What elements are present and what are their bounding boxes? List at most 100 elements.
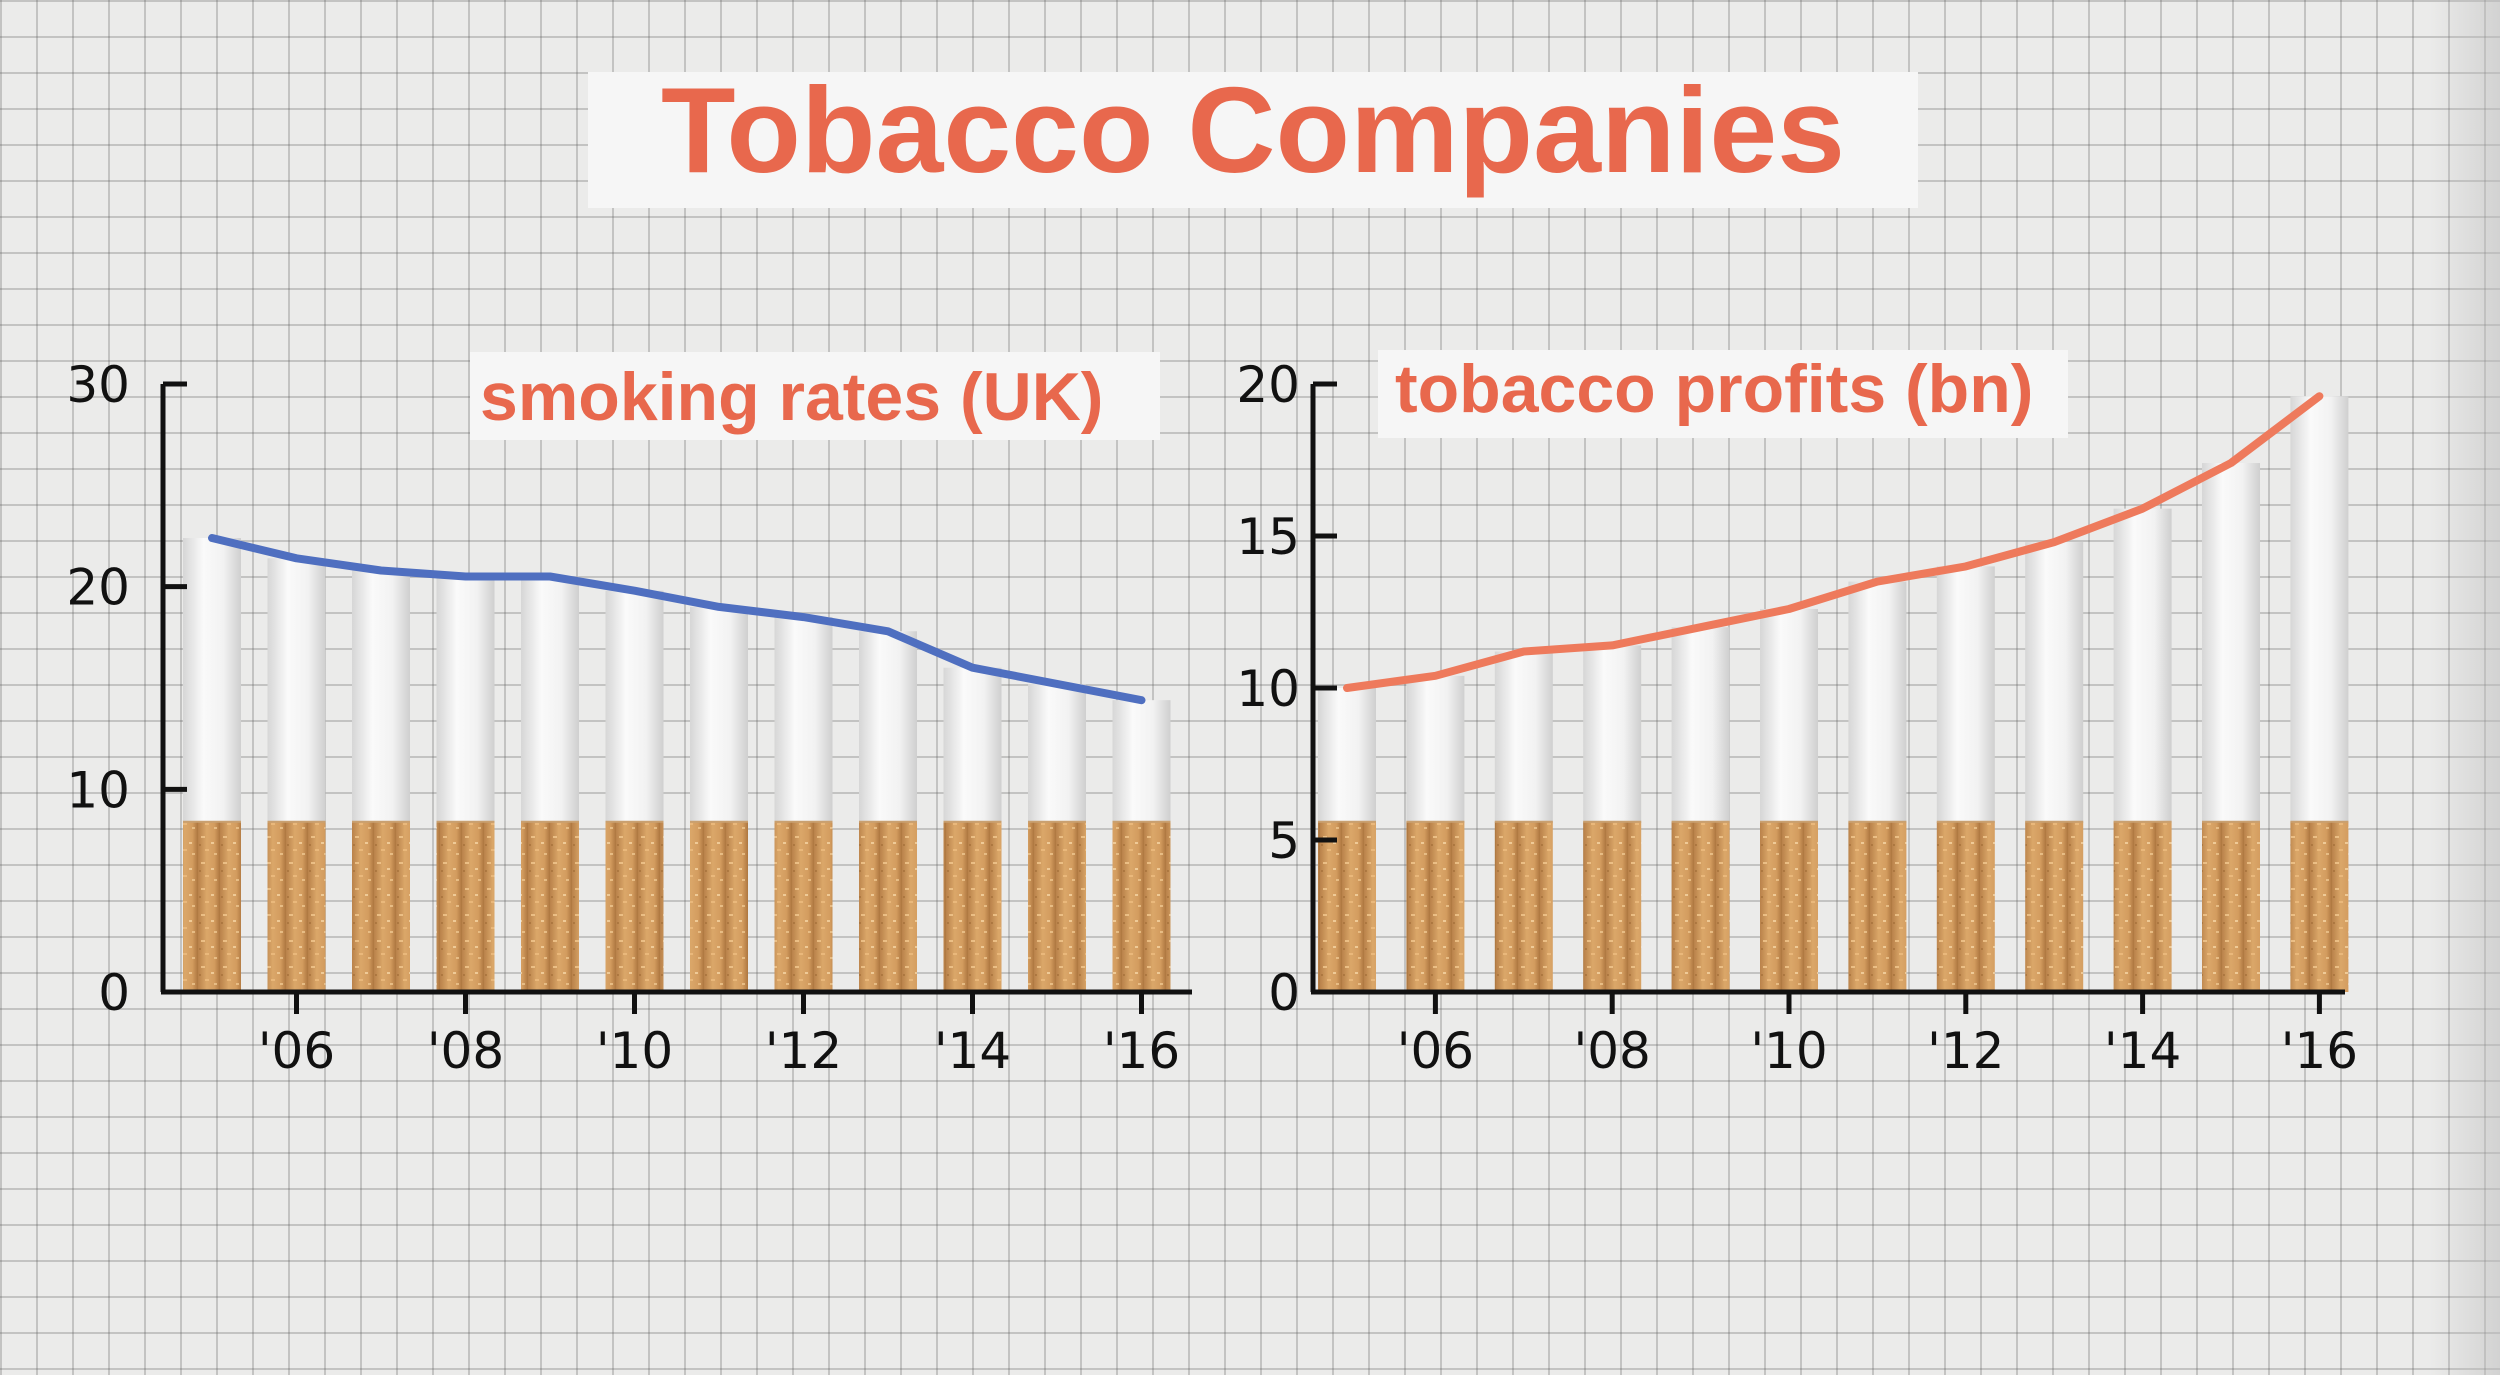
cigarette-bar <box>774 617 833 992</box>
bar-filter <box>352 821 410 992</box>
tobacco-profits-chart: 0 5 10 15 20 '06 '08 '10 '12 '14 '16 tobacco prof… <box>1236 350 2358 1080</box>
x-tick-label: '06 <box>1397 1022 1474 1080</box>
bar-filter <box>267 821 326 992</box>
bar-paper <box>267 558 326 822</box>
y-tick-label: 0 <box>1268 964 1300 1022</box>
bar-filter <box>943 821 1002 992</box>
trend-line <box>208 534 1146 705</box>
cigarette-bar <box>521 576 579 992</box>
bar-paper <box>2290 396 2349 822</box>
bar-filter <box>2202 821 2260 992</box>
bar-filter <box>1028 821 1086 992</box>
bar-paper <box>605 590 664 822</box>
cigarette-bar <box>1936 566 1995 992</box>
x-tick-label: '10 <box>596 1022 673 1080</box>
bar-paper <box>1760 608 1818 822</box>
x-tick-label: '14 <box>934 1022 1011 1080</box>
bar-paper <box>943 667 1002 822</box>
bar-paper <box>1583 645 1642 822</box>
bar-filter <box>2113 821 2172 992</box>
smoking-x-ticks: '06 '08 '10 '12 '14 '16 <box>258 992 1180 1080</box>
y-tick-label: 30 <box>66 356 130 414</box>
x-tick-label: '16 <box>1103 1022 1180 1080</box>
cigarette-bar <box>1318 688 1376 992</box>
chart-title-box <box>470 352 1160 440</box>
cigarette-bar <box>2113 508 2172 992</box>
profits-x-ticks: '06 '08 '10 '12 '14 '16 <box>1397 992 2358 1080</box>
profits-line-layer <box>1343 392 2324 692</box>
x-tick-label: '14 <box>2104 1022 2181 1080</box>
cigarette-bar <box>1848 581 1907 992</box>
bar-paper <box>2025 542 2084 822</box>
cigarette-bar <box>943 667 1002 992</box>
chart-title: tobacco profits (bn) <box>1395 351 2033 427</box>
bar-paper <box>1318 688 1376 822</box>
bar-paper <box>1028 683 1086 822</box>
x-tick-label: '08 <box>427 1022 504 1080</box>
profits-bars <box>1318 396 2349 992</box>
bar-paper <box>352 570 410 822</box>
bar-filter <box>690 821 748 992</box>
bar-filter <box>2025 821 2084 992</box>
bar-filter <box>1112 821 1171 992</box>
bar-paper <box>1848 581 1907 822</box>
y-tick-label: 20 <box>1236 356 1300 414</box>
cigarette-bar <box>267 558 326 992</box>
chart-title-box <box>1378 350 2068 438</box>
cigarette-bar <box>1406 675 1465 992</box>
y-tick-label: 10 <box>66 761 130 819</box>
y-tick-label: 10 <box>1236 660 1300 718</box>
bar-paper <box>436 576 495 822</box>
cigarette-bar <box>690 606 748 992</box>
cigarette-bar <box>605 590 664 992</box>
bar-filter <box>1406 821 1465 992</box>
bar-filter <box>183 821 241 992</box>
bar-filter <box>1936 821 1995 992</box>
y-tick-label: 5 <box>1268 812 1300 870</box>
x-tick-label: '16 <box>2281 1022 2358 1080</box>
bar-filter <box>774 821 833 992</box>
x-tick-label: '10 <box>1750 1022 1827 1080</box>
y-tick-label: 0 <box>98 964 130 1022</box>
y-tick-label: 20 <box>66 559 130 617</box>
bar-paper <box>774 617 833 822</box>
cigarette-bar <box>1671 627 1730 992</box>
x-tick-label: '12 <box>1927 1022 2004 1080</box>
bar-paper <box>1936 566 1995 822</box>
smoking-bars <box>183 538 1171 992</box>
cigarette-bar <box>2290 396 2349 992</box>
x-tick-label: '06 <box>258 1022 335 1080</box>
bar-paper <box>1406 675 1465 822</box>
bar-filter <box>1760 821 1818 992</box>
cigarette-bar <box>1112 700 1171 992</box>
cigarette-bar <box>1028 683 1086 992</box>
smoking-line-layer <box>208 534 1146 705</box>
bar-filter <box>1671 821 1730 992</box>
profits-y-ticks: 0 5 10 15 20 <box>1236 356 1337 1022</box>
cigarette-bar <box>859 631 917 992</box>
bar-paper <box>690 606 748 822</box>
y-tick-label: 15 <box>1236 508 1300 566</box>
bar-filter <box>2290 821 2349 992</box>
bar-paper <box>521 576 579 822</box>
bar-paper <box>1494 651 1553 822</box>
cigarette-bar <box>1760 608 1818 992</box>
bar-filter <box>436 821 495 992</box>
bar-filter <box>1494 821 1553 992</box>
cigarette-bar <box>1494 651 1553 992</box>
bar-filter <box>1318 821 1376 992</box>
bar-paper <box>183 538 241 822</box>
bar-filter <box>859 821 917 992</box>
bar-paper <box>1671 627 1730 822</box>
smoking-y-ticks: 0 10 20 30 <box>66 356 187 1022</box>
title-box <box>588 72 1918 208</box>
bar-filter <box>521 821 579 992</box>
bar-paper <box>1112 700 1171 822</box>
cigarette-bar <box>183 538 241 992</box>
smoking-rates-chart: 0 10 20 30 '06 '08 '10 '12 '14 '16 smoking rates… <box>66 352 1192 1080</box>
bar-filter <box>605 821 664 992</box>
bar-filter <box>1583 821 1642 992</box>
bar-paper <box>859 631 917 822</box>
page-title: Tobacco Companies <box>661 62 1845 198</box>
